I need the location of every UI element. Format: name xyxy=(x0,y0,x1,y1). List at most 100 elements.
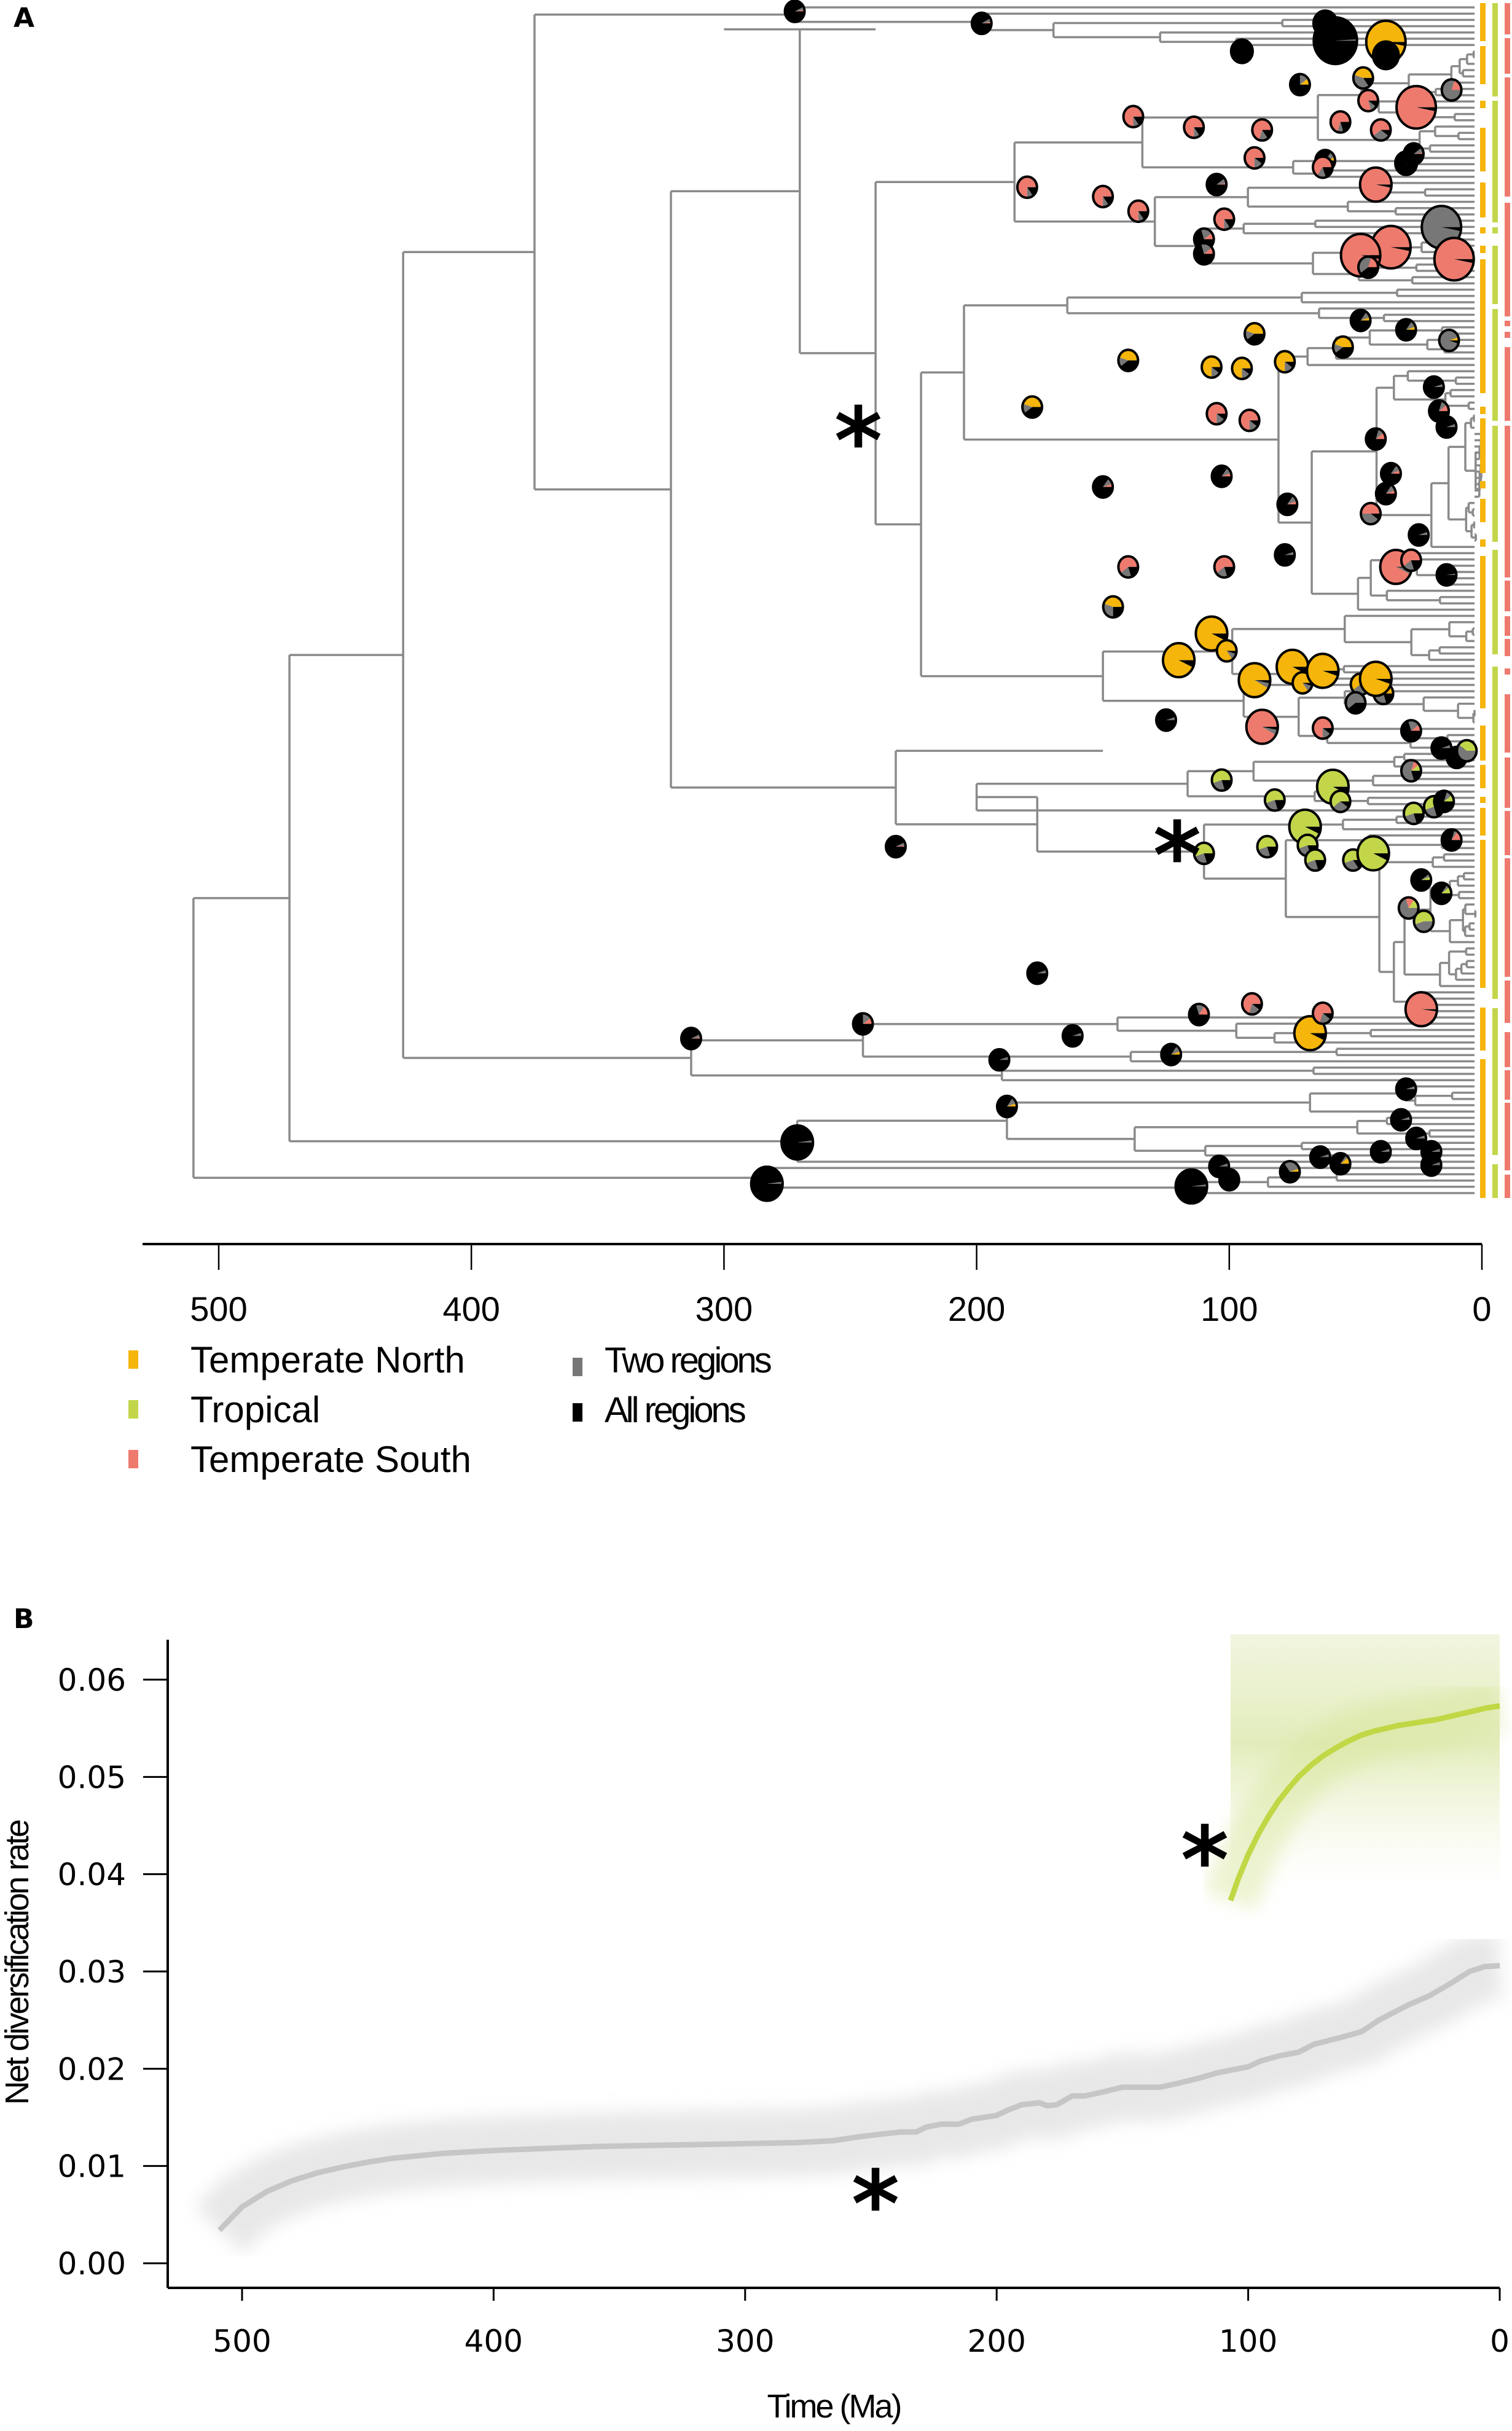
pie-slice-all-regions xyxy=(751,1167,783,1201)
range-bar-temperate-north xyxy=(1480,259,1486,393)
ancestral-state-pie xyxy=(1122,104,1145,129)
pie-outline xyxy=(680,1027,702,1051)
pie-outline xyxy=(1245,708,1279,745)
ancestral-state-pie xyxy=(1161,641,1196,679)
pie-slice-two-regions xyxy=(1441,885,1450,894)
ancestral-state-pie xyxy=(1243,322,1266,346)
pie-slice-tropical xyxy=(1411,764,1421,771)
pie-slice-all-regions xyxy=(1212,466,1232,487)
ancestral-state-pie xyxy=(1430,881,1453,906)
pie-slice-all-regions xyxy=(1216,413,1227,420)
ancestral-state-pie xyxy=(1438,328,1460,353)
pie-slice-all-regions xyxy=(1366,428,1386,450)
ancestral-state-pie xyxy=(1349,308,1372,332)
pie-slice-temperate-south xyxy=(1411,724,1421,731)
pie-outline xyxy=(1215,639,1238,663)
pie-slice-all-regions xyxy=(1411,560,1421,571)
pie-slice-temperate-south xyxy=(691,1037,701,1039)
pie-slice-all-regions xyxy=(1062,1025,1083,1047)
range-bar-temperate-south xyxy=(1505,639,1510,656)
pie-outline xyxy=(1312,16,1358,66)
ancestral-state-pie xyxy=(1422,375,1445,399)
range-bar-temperate-north xyxy=(1480,481,1486,488)
pie-outline xyxy=(1306,652,1340,689)
pie-outline xyxy=(1369,118,1392,142)
panel-a-time-axis: 500 400 300 200 100 0 xyxy=(143,1243,1492,1328)
pie-slice-all-regions xyxy=(1204,853,1214,864)
pie-slice-two-regions xyxy=(1022,404,1033,413)
pie-outline xyxy=(1251,118,1274,142)
ancestral-state-pie xyxy=(1210,464,1233,488)
range-bar-temperate-south xyxy=(1505,858,1510,977)
pie-slice-all-regions xyxy=(1432,882,1452,904)
pie-slice-two-regions xyxy=(1406,1086,1416,1089)
pie-slice-temperate-south xyxy=(1360,167,1392,202)
pie-outline xyxy=(1061,1024,1084,1048)
ancestral-state-pie xyxy=(1309,1145,1331,1169)
pie-slice-two-regions xyxy=(1401,1116,1411,1120)
pie-outline xyxy=(1455,738,1478,763)
pie-outline xyxy=(1395,1077,1417,1102)
range-bar-temperate-south xyxy=(1505,332,1510,338)
legend-label-temperate-south: Temperate South xyxy=(190,1439,471,1480)
pie-slice-all-regions xyxy=(1376,483,1396,504)
pie-slice-temperate-south xyxy=(794,10,805,12)
pie-outline xyxy=(1358,166,1393,203)
ancestral-state-pie xyxy=(1402,801,1425,826)
pie-slice-temperate-south xyxy=(1221,472,1232,477)
pie-outline xyxy=(1311,716,1334,740)
pie-slice-all-regions xyxy=(1411,869,1432,891)
pie-slice-all-regions xyxy=(1224,566,1234,577)
ancestral-state-pie xyxy=(750,1165,784,1202)
phylogeny-tree xyxy=(192,6,1483,1194)
x-axis-tick-label: 400 xyxy=(464,2323,523,2359)
range-bar-tropical xyxy=(1492,246,1498,304)
pie-slice-temperate-north xyxy=(1239,663,1271,697)
pie-slice-all-regions xyxy=(1340,801,1350,808)
range-bar-temperate-south xyxy=(1505,581,1510,611)
range-bar-temperate-north xyxy=(1480,797,1486,803)
panel-a-label: A xyxy=(14,2,34,34)
pie-outline xyxy=(1205,173,1228,197)
pie-slice-all-regions xyxy=(1274,800,1285,810)
pie-slice-all-regions xyxy=(1436,564,1457,586)
pie-slice-all-regions xyxy=(1371,1141,1391,1163)
pie-slice-temperate-north xyxy=(1360,317,1371,321)
ancestral-state-pie xyxy=(1405,1126,1428,1151)
axis-tick-label: 400 xyxy=(442,1290,499,1328)
pie-slice-all-regions xyxy=(1441,227,1462,232)
pie-slice-all-regions xyxy=(1396,1078,1416,1100)
ancestral-state-pie xyxy=(1092,184,1114,209)
pie-slice-all-regions xyxy=(1280,1163,1300,1183)
y-axis-tick-label: 0.00 xyxy=(58,2246,126,2282)
range-bar-temperate-north xyxy=(1480,726,1486,761)
significance-asterisk: * xyxy=(1153,803,1201,910)
pie-slice-all-regions xyxy=(1376,678,1392,684)
ancestral-state-pie xyxy=(1379,461,1402,486)
pie-slice-temperate-south xyxy=(1312,717,1333,739)
pie-slice-temperate-south xyxy=(1390,470,1401,474)
pie-slice-tropical xyxy=(1414,910,1434,925)
pie-outline xyxy=(1430,881,1453,906)
pie-slice-all-regions xyxy=(1396,319,1416,341)
pie-outline xyxy=(1304,848,1326,872)
pie-slice-temperate-south xyxy=(1396,86,1436,129)
pie-outline xyxy=(1390,1108,1412,1132)
ancestral-state-pie xyxy=(1279,1160,1301,1184)
pie-outline xyxy=(1311,1001,1334,1025)
pie-slice-all-regions xyxy=(1231,39,1253,63)
pie-outline xyxy=(1329,110,1352,134)
pie-slice-all-regions xyxy=(1310,1146,1330,1168)
pie-slice-all-regions xyxy=(853,1013,873,1035)
pie-slice-two-regions xyxy=(794,7,805,12)
pie-slice-all-regions xyxy=(1189,1004,1209,1025)
pie-outline xyxy=(1395,318,1417,342)
pie-slice-two-regions xyxy=(1072,1032,1083,1036)
pie-outline xyxy=(1410,868,1433,892)
pie-slice-all-regions xyxy=(1315,859,1325,871)
range-bar-tropical xyxy=(1492,426,1498,542)
pie-outline xyxy=(750,1165,784,1202)
pie-outline xyxy=(1210,768,1233,793)
pie-slice-two-regions xyxy=(1413,147,1424,154)
range-bar-temperate-south xyxy=(1505,1103,1510,1170)
